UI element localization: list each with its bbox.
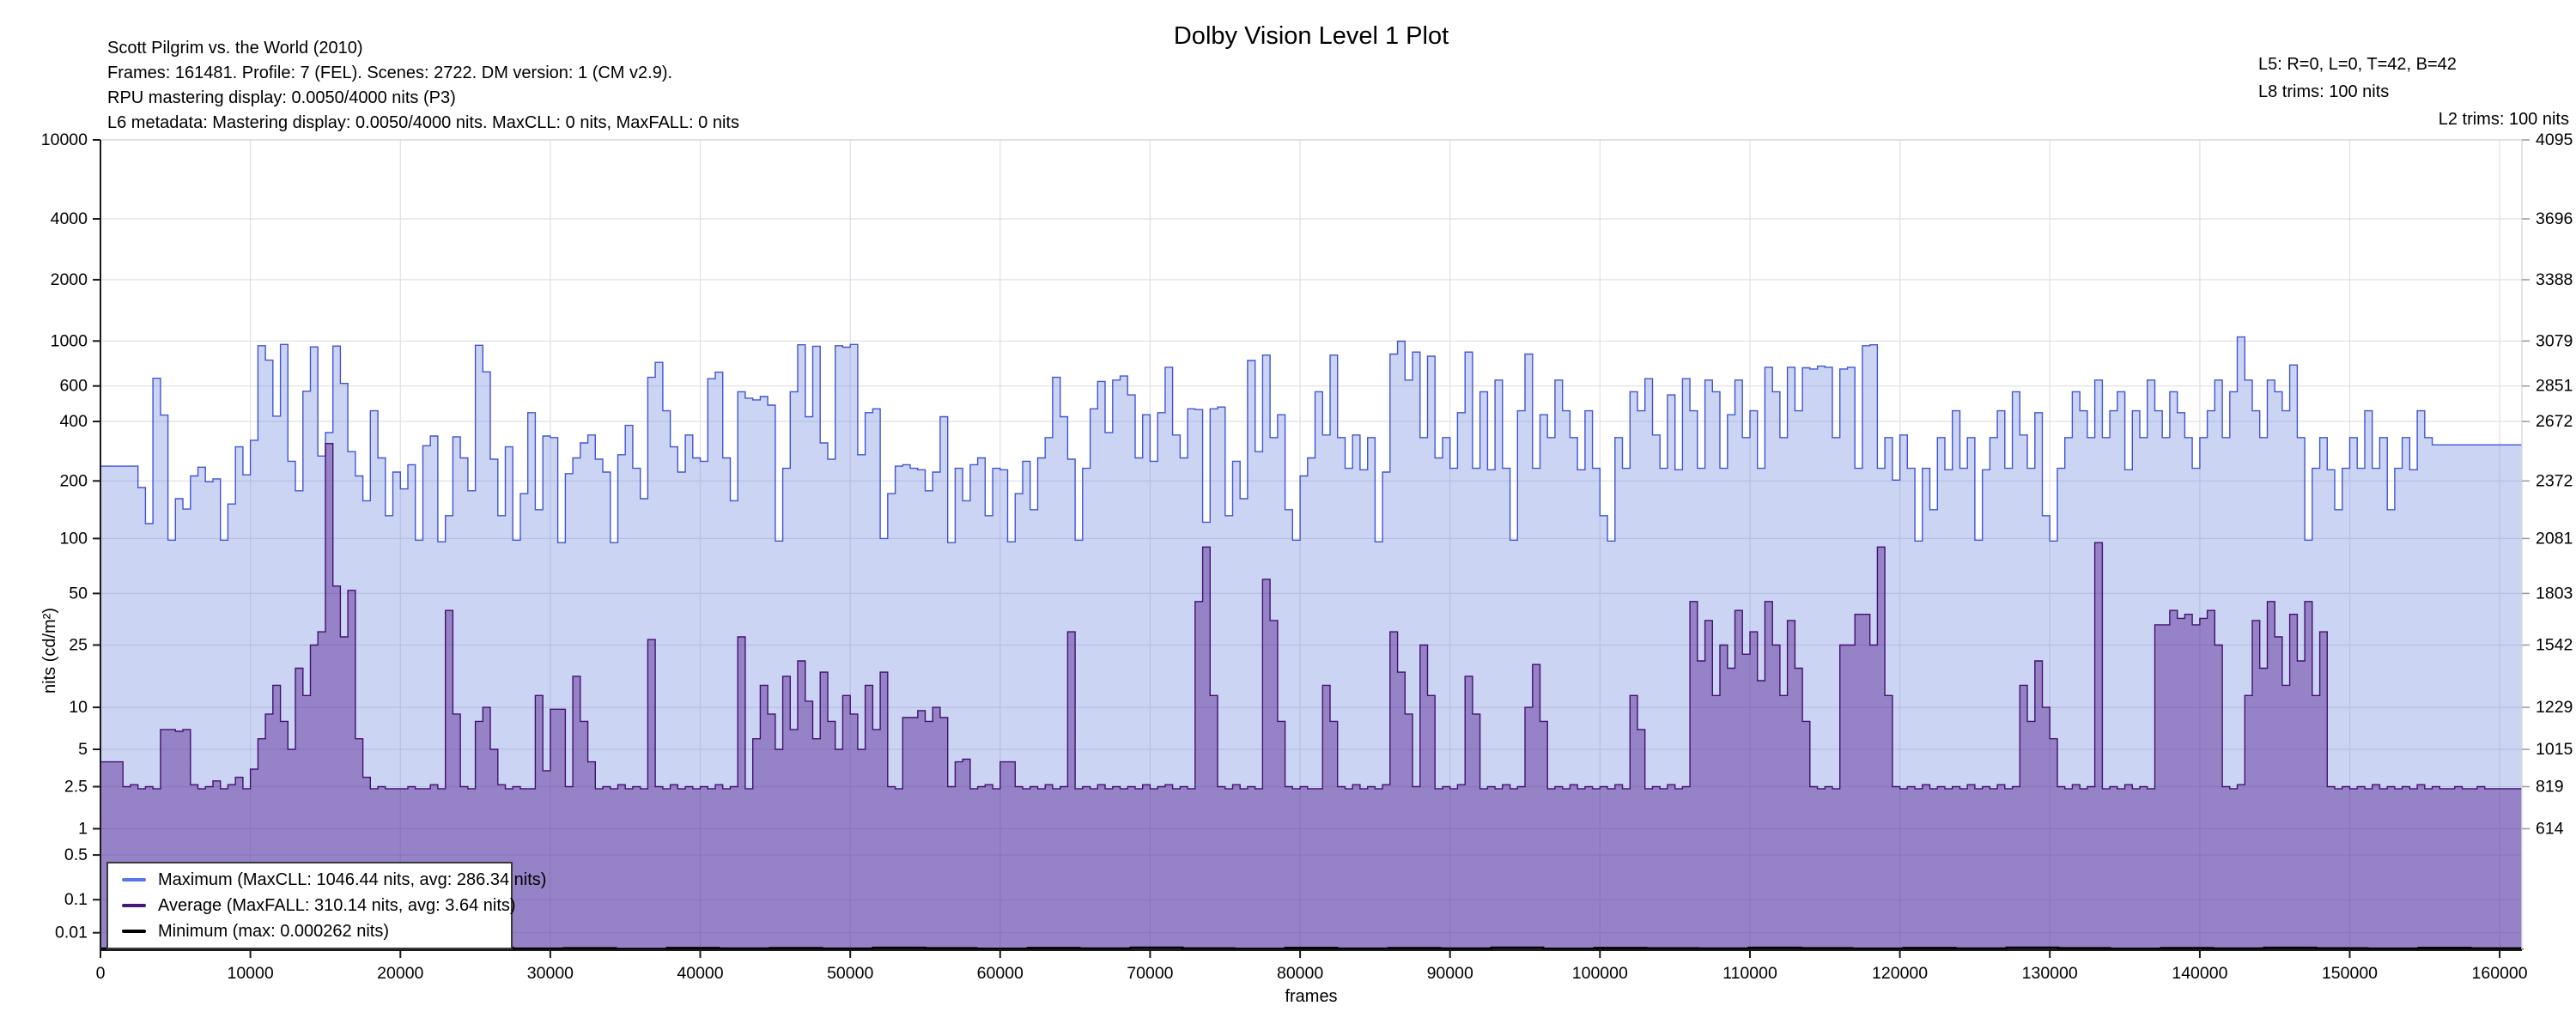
- y-tick-label-nits: 0.01: [55, 924, 88, 942]
- y-tick-label-pq: 1015: [2536, 740, 2573, 759]
- y-axis-label: nits (cd/m²): [40, 608, 59, 694]
- movie-title: Scott Pilgrim vs. the World (2010): [107, 39, 363, 58]
- y-tick-label-nits: 400: [59, 412, 88, 431]
- rpu-mastering-line: RPU mastering display: 0.0050/4000 nits …: [107, 88, 456, 107]
- legend-label-minimum: Minimum (max: 0.000262 nits): [158, 921, 389, 941]
- y-tick-label-nits: 25: [69, 636, 88, 655]
- l2-trims-line: L2 trims: 100 nits: [2438, 110, 2569, 129]
- y-tick-label-nits: 0.5: [64, 845, 88, 864]
- x-tick-label: 90000: [1427, 964, 1473, 983]
- x-tick-label: 30000: [527, 964, 574, 983]
- y-tick-label-nits: 4000: [51, 209, 88, 228]
- x-tick-label: 70000: [1127, 964, 1173, 983]
- legend-label-average: Average (MaxFALL: 310.14 nits, avg: 3.64…: [158, 895, 516, 915]
- y-tick-label-pq: 614: [2536, 820, 2564, 839]
- average-line-swatch: [122, 904, 146, 907]
- y-tick-label-pq: 2081: [2536, 529, 2573, 548]
- y-tick-label-pq: 1229: [2536, 698, 2573, 717]
- metadata-block: Scott Pilgrim vs. the World (2010) Frame…: [107, 36, 739, 136]
- y-tick-label-pq: 2672: [2536, 412, 2573, 431]
- maximum-area: [100, 336, 2522, 951]
- legend-row-average: Average (MaxFALL: 310.14 nits, avg: 3.64…: [108, 896, 516, 916]
- y-tick-label-pq: 3696: [2536, 209, 2573, 228]
- y-tick-label-pq: 1542: [2536, 636, 2573, 655]
- x-tick-label: 80000: [1277, 964, 1323, 983]
- y-tick-label-pq: 3388: [2536, 270, 2573, 289]
- y-tick-label-nits: 200: [59, 471, 88, 490]
- y-tick-label-nits: 1000: [51, 331, 88, 350]
- legend-label-maximum: Maximum (MaxCLL: 1046.44 nits, avg: 286.…: [158, 869, 547, 889]
- x-tick-label: 10000: [227, 964, 273, 983]
- y-tick-label-pq: 2851: [2536, 377, 2573, 396]
- y-tick-label-pq: 4095: [2536, 130, 2573, 149]
- l5-trims-line: L5: R=0, L=0, T=42, B=42: [2258, 55, 2457, 74]
- x-tick-label: 110000: [1722, 964, 1777, 983]
- y-tick-label-nits: 2.5: [64, 778, 88, 797]
- x-tick-label: 150000: [2322, 964, 2378, 983]
- l6-metadata-line: L6 metadata: Mastering display: 0.0050/4…: [107, 113, 739, 132]
- y-tick-label-nits: 50: [69, 584, 88, 603]
- x-tick-label: 60000: [977, 964, 1024, 983]
- minimum-line-swatch: [122, 930, 146, 933]
- maximum-line: [100, 336, 2522, 543]
- y-tick-label-pq: 1803: [2536, 584, 2573, 603]
- y-tick-label-nits: 5: [78, 740, 88, 759]
- y-tick-label-nits: 2000: [51, 270, 88, 289]
- average-line: [100, 443, 2522, 790]
- average-area: [100, 443, 2522, 950]
- y-tick-label-pq: 2372: [2536, 471, 2573, 490]
- y-tick-label-pq: 819: [2536, 778, 2564, 797]
- legend-row-minimum: Minimum (max: 0.000262 nits): [108, 922, 511, 942]
- x-tick-label: 100000: [1572, 964, 1628, 983]
- x-tick-label: 130000: [2022, 964, 2078, 983]
- frames-profile-line: Frames: 161481. Profile: 7 (FEL). Scenes…: [107, 64, 673, 82]
- y-tick-label-nits: 10: [69, 698, 88, 717]
- y-tick-label-pq: 3079: [2536, 331, 2573, 350]
- l8-trims-line: L8 trims: 100 nits: [2258, 82, 2390, 101]
- x-tick-label: 140000: [2172, 964, 2227, 983]
- y-tick-label-nits: 0.1: [64, 890, 88, 909]
- legend-row-maximum: Maximum (MaxCLL: 1046.44 nits, avg: 286.…: [108, 870, 546, 890]
- minimum-line: [100, 946, 2524, 951]
- y-tick-label-nits: 600: [59, 377, 88, 396]
- y-tick-label-nits: 1: [78, 820, 88, 839]
- x-axis-label: frames: [1285, 987, 1337, 1006]
- x-tick-label: 120000: [1872, 964, 1928, 983]
- x-tick-label: 50000: [827, 964, 873, 983]
- y-tick-label-nits: 10000: [41, 130, 88, 149]
- y-tick-label-nits: 100: [59, 529, 88, 548]
- x-tick-label: 40000: [677, 964, 723, 983]
- maximum-line-swatch: [122, 878, 146, 882]
- x-tick-label: 20000: [377, 964, 423, 983]
- x-tick-label: 160000: [2472, 964, 2528, 983]
- page-title: Dolby Vision Level 1 Plot: [1173, 22, 1449, 50]
- x-tick-label: 0: [96, 964, 106, 983]
- plot-legend: Maximum (MaxCLL: 1046.44 nits, avg: 286.…: [106, 862, 546, 949]
